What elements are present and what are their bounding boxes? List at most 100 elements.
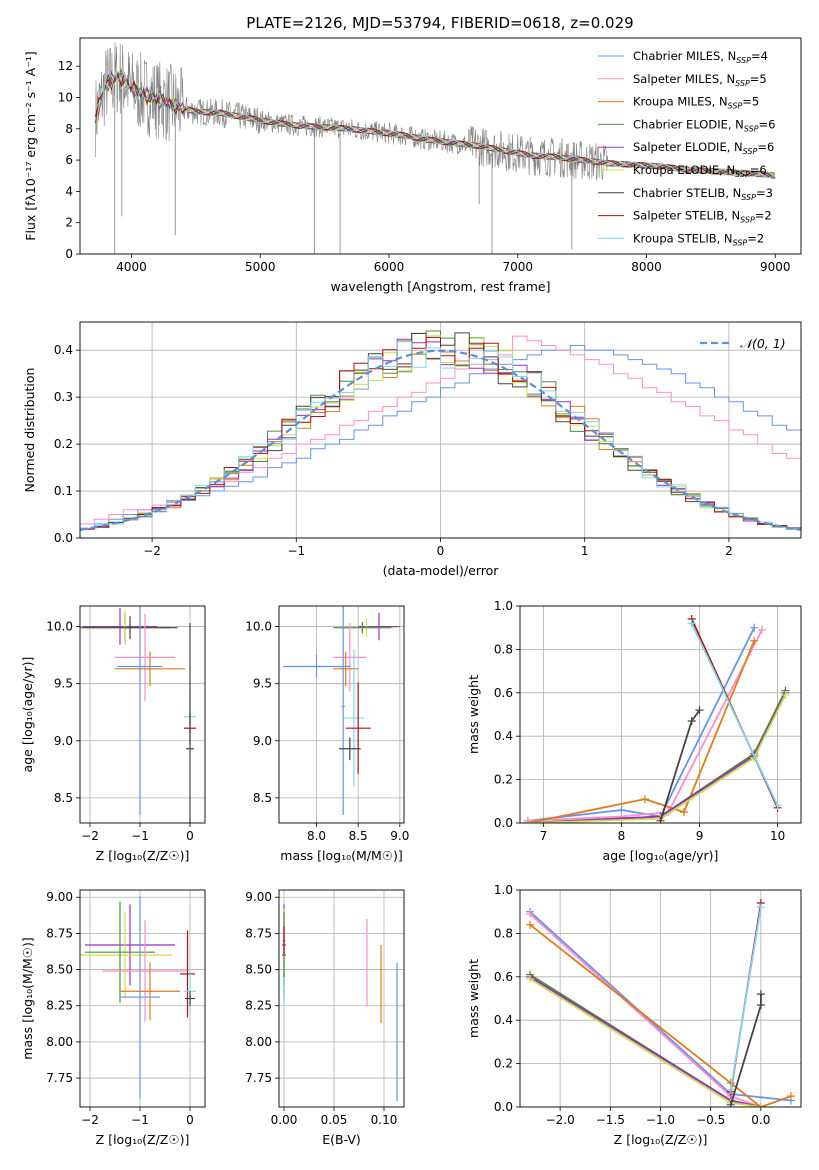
x-tick-label: 2 — [725, 544, 733, 558]
x-tick-label: 9 — [696, 829, 704, 843]
weight-marker — [656, 816, 665, 823]
axes-mass-vs-ebv: 0.00 0.05 0.10 7.75 8.00 8.25 8.50 8.75 9.00 E(B-… — [245, 890, 404, 1147]
y-tick-label: 0.4 — [54, 343, 73, 357]
weight-marker — [773, 801, 782, 810]
y-tick-label: 0.2 — [494, 773, 513, 787]
weight-marker — [781, 690, 790, 699]
y-tick-label: 0.4 — [494, 729, 513, 743]
legend-label: Chabrier MILES, NSSP=4 — [633, 49, 768, 65]
legend-label-value: =6 — [757, 140, 774, 154]
x-axis-label: (data-model)/error — [383, 563, 500, 578]
spectrum-plot — [95, 42, 776, 254]
legend-label: Kroupa MILES, NSSP=5 — [633, 95, 759, 111]
x-tick-label: 7 — [540, 829, 548, 843]
x-tick-label: −1 — [287, 544, 305, 558]
weight-line — [527, 692, 787, 823]
weight-line — [527, 627, 756, 822]
legend-label: Chabrier ELODIE, NSSP=6 — [633, 117, 775, 133]
legend-label-sub: SSP — [740, 216, 755, 225]
x-tick-label: −1 — [131, 829, 149, 843]
legend-label-main: Salpeter MILES, N — [633, 72, 735, 86]
weight-marker — [750, 623, 759, 632]
y-tick-label: 9.00 — [245, 890, 272, 904]
x-tick-label: 8.0 — [307, 829, 326, 843]
y-tick-label: 8.75 — [245, 926, 272, 940]
weight-marker — [687, 717, 696, 726]
y-tick-label: 8.00 — [245, 1035, 272, 1049]
y-tick-label: 8.25 — [245, 999, 272, 1013]
y-tick-label: 0.6 — [494, 970, 513, 984]
x-tick-label: 0 — [186, 829, 194, 843]
y-tick-label: 0.3 — [54, 390, 73, 404]
x-tick-label: −2 — [143, 544, 161, 558]
y-tick-label: 8.50 — [46, 963, 73, 977]
axes-spectrum: 4000 5000 6000 7000 8000 9000 0 2 4 6 8 10 12 wavelen… — [23, 51, 791, 294]
axes-mass-vs-z: −2 −1 0 7.75 8.00 8.25 8.50 8.75 9.00 Z [log₁₀(Z/… — [20, 890, 205, 1147]
x-axis-label: wavelength [Angstrom, rest frame] — [330, 279, 550, 294]
mass-vs-ebv-points — [282, 904, 398, 1102]
axes-age-vs-z: −2 −1 0 8.5 9.0 9.5 10.0 Z [log₁₀(Z/Z☉)] age [lo… — [20, 606, 205, 863]
massweight-vs-age-lines — [523, 615, 790, 823]
x-tick-label: 5000 — [245, 260, 276, 274]
y-tick-label: 8 — [65, 122, 73, 136]
spectrum-frame — [79, 37, 802, 255]
y-tick-label: 1.0 — [494, 883, 513, 897]
legend-label-value: =5 — [742, 95, 759, 109]
model-spectrum — [95, 72, 775, 179]
age-vs-mass-points — [283, 606, 400, 816]
legend-label-main: Chabrier STELIB, N — [633, 186, 741, 200]
weight-marker — [526, 974, 535, 983]
x-tick-label: −0.5 — [696, 1113, 725, 1127]
legend-label-sub: SSP — [735, 170, 750, 179]
y-tick-label: 8.5 — [253, 791, 272, 805]
mass-vs-ebv-frame — [278, 889, 405, 1108]
age-vs-mass-frame — [278, 605, 405, 824]
x-axis-label: Z [log₁₀(Z/Z☉)] — [96, 1132, 190, 1147]
histogram-series — [80, 341, 801, 538]
weight-marker — [757, 625, 766, 634]
histogram-frame — [79, 321, 802, 539]
x-tick-label: 4000 — [116, 260, 147, 274]
histogram-legend: 𝒩(0, 1) — [700, 336, 786, 351]
x-tick-label: 6000 — [374, 260, 405, 274]
y-tick-label: 0.8 — [494, 926, 513, 940]
legend-label-value: =2 — [755, 209, 772, 223]
x-axis-label: E(B-V) — [322, 1132, 361, 1147]
spectrum-legend: Chabrier MILES, NSSP=4 Salpeter MILES, N S… — [598, 49, 775, 247]
y-tick-label: 0.4 — [494, 1013, 513, 1027]
legend-label: Kroupa ELODIE, NSSP=6 — [633, 163, 767, 179]
y-tick-label: 8.5 — [54, 791, 73, 805]
y-tick-label: 9.5 — [54, 677, 73, 691]
panels: 4000 5000 6000 7000 8000 9000024681012wavelen… — [20, 37, 802, 1147]
x-tick-label: 0.00 — [271, 1113, 298, 1127]
weight-marker — [523, 819, 532, 823]
y-axis-label: age [log₁₀(age/yr)] — [20, 657, 35, 773]
weight-line — [729, 907, 762, 1090]
legend-label-value: =6 — [750, 163, 767, 177]
x-tick-label: 9.0 — [390, 829, 409, 843]
x-tick-label: 8.5 — [349, 829, 368, 843]
y-tick-label: 0.0 — [494, 816, 513, 830]
weight-marker — [687, 619, 696, 628]
x-tick-label: 0.10 — [371, 1113, 398, 1127]
weight-marker — [756, 903, 765, 912]
y-tick-label: 0.0 — [54, 531, 73, 545]
legend-label-main: Chabrier ELODIE, N — [633, 117, 744, 131]
x-tick-label: −1 — [131, 1113, 149, 1127]
weight-marker — [756, 1103, 765, 1107]
y-tick-label: 0.2 — [494, 1057, 513, 1071]
massweight-vs-age-frame — [519, 605, 802, 824]
weight-marker — [526, 920, 535, 929]
weight-marker — [726, 1100, 735, 1107]
weight-marker — [756, 990, 765, 999]
y-tick-label: 12 — [58, 59, 73, 73]
x-tick-label: −2 — [81, 829, 99, 843]
model-spectrum — [95, 71, 775, 179]
y-tick-label: 10.0 — [46, 620, 73, 634]
x-tick-label: 1 — [581, 544, 589, 558]
weight-marker — [679, 808, 688, 817]
legend-label: Salpeter ELODIE, NSSP=6 — [633, 140, 774, 156]
y-axis-label: Normed distribution — [22, 368, 37, 493]
y-tick-label: 9.0 — [253, 734, 272, 748]
legend-label-sub: SSP — [741, 193, 756, 202]
